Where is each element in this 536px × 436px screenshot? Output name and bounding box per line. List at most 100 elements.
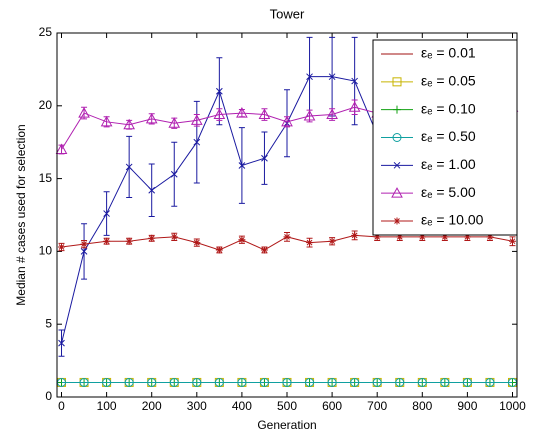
marker — [103, 237, 111, 245]
marker — [238, 236, 246, 244]
y-tick-label: 20 — [39, 98, 53, 112]
legend-marker — [393, 161, 401, 169]
marker — [396, 233, 404, 241]
marker — [372, 377, 382, 387]
marker — [214, 377, 224, 387]
marker — [170, 170, 178, 178]
marker — [258, 108, 271, 120]
x-tick-label: 400 — [232, 399, 252, 413]
legend-marker — [391, 187, 403, 198]
x-tick-label: 900 — [457, 399, 477, 413]
marker — [282, 377, 292, 387]
marker — [123, 118, 136, 130]
marker — [213, 108, 226, 120]
marker — [103, 210, 110, 217]
marker — [463, 233, 471, 241]
legend-label: εₑ = 0.10 — [421, 100, 476, 116]
marker — [193, 239, 201, 247]
legend-marker — [392, 133, 402, 142]
marker — [440, 377, 450, 387]
legend-label: εₑ = 1.00 — [421, 156, 476, 172]
marker — [57, 377, 67, 387]
chart-title: Tower — [270, 6, 305, 21]
marker — [148, 234, 156, 242]
marker — [79, 377, 89, 387]
marker — [373, 233, 381, 241]
marker — [259, 377, 269, 387]
marker — [261, 154, 268, 162]
marker — [145, 112, 158, 124]
marker — [351, 231, 359, 239]
marker — [193, 138, 201, 146]
marker — [260, 246, 268, 254]
legend-marker — [393, 105, 401, 114]
marker — [326, 108, 338, 120]
marker — [508, 237, 516, 245]
x-axis-label: Generation — [257, 418, 316, 432]
x-tick-label: 600 — [322, 399, 342, 413]
marker — [148, 186, 156, 194]
legend-label: εₑ = 0.50 — [421, 128, 476, 144]
marker — [170, 233, 178, 241]
marker — [417, 377, 427, 387]
marker — [328, 237, 336, 245]
marker — [441, 233, 449, 241]
marker — [306, 73, 313, 81]
marker — [192, 377, 202, 387]
marker — [327, 377, 337, 387]
marker — [281, 115, 293, 127]
marker — [80, 248, 88, 255]
marker — [306, 239, 314, 247]
marker — [395, 377, 405, 387]
marker — [58, 339, 65, 347]
legend-marker — [392, 77, 402, 87]
marker — [102, 377, 112, 387]
legend-label: εₑ = 0.01 — [421, 45, 476, 61]
marker — [418, 233, 426, 241]
x-tick-label: 800 — [412, 399, 432, 413]
y-axis-label: Median # cases used for selection — [14, 124, 28, 305]
x-tick-label: 0 — [58, 399, 65, 413]
x-tick-label: 300 — [187, 399, 207, 413]
marker — [328, 73, 336, 81]
marker — [462, 377, 472, 387]
marker — [351, 77, 359, 85]
x-tick-label: 700 — [367, 399, 387, 413]
marker — [303, 109, 316, 121]
y-tick-label: 25 — [39, 25, 53, 39]
marker — [125, 237, 133, 245]
marker — [100, 115, 113, 127]
legend: εₑ = 0.01 εₑ = 0.05 εₑ = 0.10 εₑ = 0.50 εₑ =… — [372, 39, 518, 236]
y-tick-label: 15 — [39, 171, 53, 185]
marker — [78, 107, 90, 118]
marker — [215, 246, 223, 254]
marker — [507, 377, 517, 387]
marker — [190, 114, 203, 125]
legend-label: εₑ = 10.00 — [421, 212, 484, 228]
x-tick-label: 100 — [97, 399, 117, 413]
marker — [236, 107, 248, 118]
marker — [238, 162, 246, 169]
marker — [485, 377, 495, 387]
marker — [215, 87, 223, 95]
legend-label: εₑ = 0.05 — [421, 73, 476, 89]
marker — [80, 240, 88, 248]
marker — [350, 377, 360, 387]
x-tick-label: 200 — [142, 399, 162, 413]
marker — [486, 233, 494, 241]
x-tick-label: 500 — [277, 399, 297, 413]
marker — [55, 143, 68, 154]
marker — [237, 377, 247, 387]
marker — [124, 377, 134, 387]
marker — [147, 377, 157, 387]
marker — [168, 117, 181, 128]
marker — [58, 243, 66, 251]
y-tick-label: 10 — [39, 244, 53, 258]
marker — [283, 233, 291, 241]
legend-label: εₑ = 5.00 — [421, 184, 476, 200]
marker — [169, 377, 179, 387]
legend-marker — [393, 217, 401, 225]
marker — [125, 163, 133, 171]
marker — [348, 101, 361, 112]
